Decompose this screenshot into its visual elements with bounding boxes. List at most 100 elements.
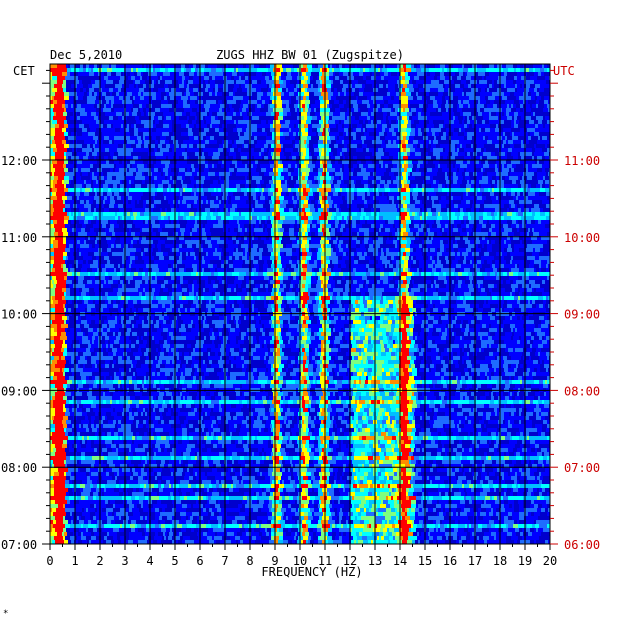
spectrogram-cell	[402, 144, 406, 148]
spectrogram-cell	[482, 112, 487, 116]
spectrogram-cell	[259, 64, 264, 68]
spectrogram-cell	[246, 120, 251, 124]
spectrogram-cell	[286, 192, 289, 196]
spectrogram-cell	[497, 100, 501, 104]
spectrogram-cell	[290, 108, 295, 112]
spectrogram-cell	[186, 88, 189, 92]
spectrogram-cell	[62, 84, 66, 88]
spectrogram-cell	[241, 116, 243, 120]
spectrogram-cell	[346, 104, 351, 108]
spectrogram-cell	[418, 188, 422, 192]
spectrogram-cell	[306, 148, 309, 152]
spectrogram-cell	[152, 104, 156, 108]
spectrogram-cell	[61, 80, 63, 84]
spectrogram-cell	[260, 200, 265, 204]
spectrogram-cell	[257, 140, 261, 144]
spectrogram-cell	[455, 124, 460, 128]
spectrogram-cell	[161, 172, 163, 176]
spectrogram-cell	[536, 184, 540, 188]
spectrogram-cell	[447, 116, 449, 120]
spectrogram-cell	[508, 180, 512, 184]
spectrogram-cell	[79, 80, 82, 84]
spectrogram-cell	[164, 196, 166, 200]
spectrogram-cell	[205, 144, 208, 148]
spectrogram-cell	[217, 64, 221, 68]
spectrogram-cell	[353, 160, 357, 164]
spectrogram-cell	[379, 112, 383, 116]
spectrogram-cell	[458, 64, 462, 68]
spectrogram-cell	[445, 168, 447, 172]
spectrogram-cell	[467, 136, 469, 140]
spectrogram-cell	[311, 144, 313, 148]
spectrogram-cell	[270, 128, 275, 132]
spectrogram-cell	[453, 148, 455, 152]
spectrogram-cell	[154, 176, 157, 180]
spectrogram-cell	[385, 136, 390, 140]
spectrogram-cell	[246, 64, 249, 68]
spectrogram-cell	[90, 128, 93, 132]
spectrogram-cell	[259, 156, 262, 160]
spectrogram-cell	[281, 76, 286, 80]
spectrogram-cell	[188, 180, 191, 184]
spectrogram-cell	[381, 156, 384, 160]
spectrogram-cell	[249, 108, 253, 112]
spectrogram-cell	[302, 172, 306, 176]
spectrogram-cell	[343, 68, 346, 72]
spectrogram-cell	[453, 104, 457, 108]
spectrogram-cell	[442, 120, 444, 124]
spectrogram-cell	[86, 80, 91, 84]
spectrogram-cell	[432, 108, 436, 112]
spectrogram-cell	[259, 132, 264, 136]
spectrogram-cell	[109, 160, 114, 164]
spectrogram-cell	[403, 124, 407, 128]
spectrogram-cell	[212, 196, 216, 200]
spectrogram-cell	[228, 140, 232, 144]
spectrogram-cell	[415, 128, 418, 132]
spectrogram-cell	[114, 152, 118, 156]
spectrogram-cell	[297, 76, 299, 80]
spectrogram-cell	[280, 68, 283, 72]
spectrogram-cell	[50, 108, 53, 112]
spectrogram-cell	[89, 72, 94, 76]
spectrogram-cell	[545, 196, 547, 200]
spectrogram-cell	[195, 196, 198, 200]
spectrogram-cell	[408, 120, 411, 124]
spectrogram-cell	[485, 180, 488, 184]
spectrogram-cell	[349, 108, 354, 112]
spectrogram-cell	[510, 156, 513, 160]
spectrogram-cell	[166, 144, 170, 148]
spectrogram-cell	[462, 92, 464, 96]
spectrogram-cell	[535, 192, 539, 196]
spectrogram-cell	[438, 88, 441, 92]
spectrogram-cell	[260, 180, 264, 184]
spectrogram-cell	[542, 136, 547, 140]
spectrogram-cell	[385, 148, 389, 152]
spectrogram-cell	[280, 84, 283, 88]
spectrogram-cell	[158, 116, 162, 120]
spectrogram-cell	[420, 144, 423, 148]
spectrogram-cell	[280, 200, 283, 204]
spectrogram-cell	[252, 116, 256, 120]
spectrogram-cell	[400, 64, 403, 68]
spectrogram-cell	[386, 84, 388, 88]
spectrogram-cell	[460, 144, 462, 148]
spectrogram-cell	[218, 88, 223, 92]
spectrogram-cell	[93, 140, 95, 144]
spectrogram-cell	[300, 92, 304, 96]
spectrogram-cell	[464, 148, 468, 152]
spectrogram-cell	[426, 160, 428, 164]
spectrogram-cell	[391, 180, 393, 184]
spectrogram-cell	[292, 76, 297, 80]
spectrogram-cell	[129, 112, 132, 116]
spectrogram-cell	[269, 76, 272, 80]
spectrogram-cell	[429, 128, 431, 132]
spectrogram-cell	[238, 68, 243, 72]
spectrogram-cell	[370, 184, 373, 188]
spectrogram-cell	[321, 124, 324, 128]
spectrogram-cell	[219, 132, 224, 136]
spectrogram-cell	[222, 156, 224, 160]
spectrogram-cell	[121, 192, 126, 196]
spectrogram-cell	[540, 184, 542, 188]
spectrogram-cell	[354, 80, 358, 84]
spectrogram-cell	[493, 160, 496, 164]
